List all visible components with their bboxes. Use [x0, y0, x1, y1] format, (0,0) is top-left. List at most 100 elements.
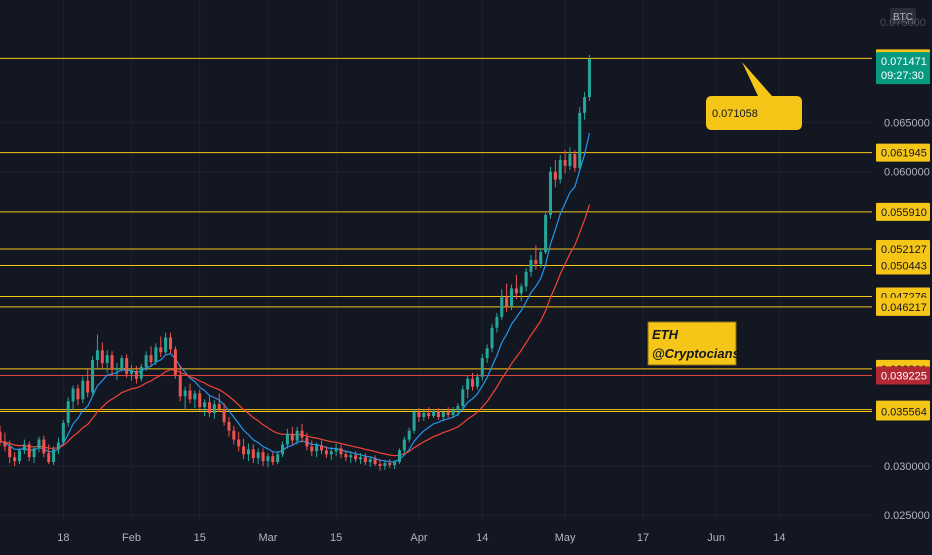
candle-body: [466, 378, 470, 390]
candle-body: [120, 358, 124, 368]
candle-body: [534, 260, 538, 264]
moving-averages: [0, 132, 591, 463]
level-price-tag-text: 0.035564: [881, 406, 927, 418]
candle-body: [237, 439, 241, 447]
time-axis-tick-label: 15: [194, 532, 206, 544]
current-price-value: 0.071471: [881, 56, 927, 68]
price-axis[interactable]: BTC 0.075000 0.065000 0.060000 0.030000 0.0…: [872, 0, 932, 550]
candle-body: [402, 439, 406, 451]
candle-body: [139, 366, 143, 379]
time-axis[interactable]: 18 Feb 15 Mar 15 Apr 14 May 17 Jun 14: [57, 532, 785, 544]
time-axis-tick-label: Apr: [410, 532, 427, 544]
candle-body: [100, 350, 104, 364]
price-tags: 0.0715540.0619450.0559100.0521270.050443…: [876, 49, 930, 421]
candle-body: [514, 288, 518, 294]
candle-body: [315, 445, 319, 452]
candle-body: [349, 455, 353, 458]
candle-body: [66, 401, 70, 423]
candle-body: [412, 412, 416, 431]
candle-body: [32, 448, 36, 458]
candle-body: [490, 327, 494, 349]
candle-body: [198, 393, 202, 408]
candle-body: [266, 456, 270, 462]
current-price-countdown: 09:27:30: [881, 70, 924, 82]
candle-body: [563, 159, 567, 166]
candle-body: [56, 442, 60, 450]
candle-body: [290, 433, 294, 441]
candle-body: [242, 446, 246, 455]
candle-body: [285, 433, 289, 445]
callout-bubble[interactable]: [706, 62, 802, 130]
candle-body: [568, 154, 572, 166]
candle-body: [251, 449, 255, 459]
level-price-tag-text: 0.039225: [881, 371, 927, 383]
candle-body: [207, 402, 211, 414]
candle-body: [256, 452, 260, 459]
candle-body: [95, 350, 99, 361]
candle-body: [164, 337, 168, 353]
watermark-label[interactable]: ETH @Cryptocians: [647, 321, 740, 366]
candle-body: [310, 446, 314, 452]
level-price-tag: [876, 239, 930, 258]
candle-body: [144, 355, 148, 367]
level-price-tag: [876, 402, 930, 421]
candle-body: [178, 374, 182, 397]
time-axis-tick-label: 14: [773, 532, 785, 544]
candle-body: [159, 347, 163, 353]
currency-badge[interactable]: [890, 8, 916, 24]
candle-body: [558, 159, 562, 180]
callout[interactable]: 0.071058: [706, 62, 802, 130]
candle-body: [281, 444, 285, 455]
candle-body: [276, 454, 280, 463]
price-axis-tick-label: 0.060000: [884, 167, 930, 179]
watermark-box[interactable]: [647, 321, 737, 366]
candle-body: [183, 390, 187, 397]
time-axis-tick-label: 15: [330, 532, 342, 544]
watermark-line2: @Cryptocians: [652, 346, 740, 361]
candle-body: [339, 448, 343, 455]
level-price-tag-text: 0.061945: [881, 148, 927, 160]
candle-body: [300, 430, 304, 438]
candle-body: [587, 58, 591, 98]
candle-body: [17, 450, 21, 462]
candle-body: [378, 464, 382, 467]
candle-body: [441, 412, 445, 417]
candle-body: [461, 389, 465, 407]
candle-body: [188, 390, 192, 400]
candle-body: [105, 355, 109, 364]
time-axis-tick-label: Feb: [122, 532, 141, 544]
candle-body: [13, 457, 17, 462]
candle-body: [0, 431, 2, 442]
candle-body: [173, 349, 177, 375]
time-axis-tick-label: 18: [57, 532, 69, 544]
candle-body: [393, 462, 397, 466]
level-price-tag: [876, 256, 930, 275]
horizontal-level-lines[interactable]: [0, 57, 872, 412]
price-axis-tick-label: 0.065000: [884, 118, 930, 130]
candle-body: [544, 214, 548, 253]
level-price-tag-text: 0.050443: [881, 260, 927, 272]
candle-body: [271, 456, 275, 463]
candle-body: [329, 451, 333, 455]
candles: [0, 54, 591, 471]
time-axis-tick-label: May: [555, 532, 576, 544]
time-axis-tick-label: Jun: [707, 532, 725, 544]
currency-label: BTC: [893, 12, 913, 23]
candle-body: [573, 154, 577, 168]
candle-body: [519, 286, 523, 294]
candle-body: [193, 393, 197, 400]
candle-body: [168, 337, 173, 350]
annotations[interactable]: 0.071058 ETH @Cryptocians: [647, 62, 802, 366]
level-price-tag: [876, 297, 930, 316]
level-price-tag-text: 0.046217: [881, 302, 927, 314]
candle-body: [436, 411, 440, 417]
candle-body: [334, 448, 338, 452]
watermark-line1: ETH: [652, 327, 679, 342]
candle-body: [37, 439, 41, 449]
candle-body: [407, 430, 411, 440]
candle-body: [480, 358, 484, 377]
candle-body: [203, 402, 207, 408]
candle-body: [86, 380, 90, 393]
